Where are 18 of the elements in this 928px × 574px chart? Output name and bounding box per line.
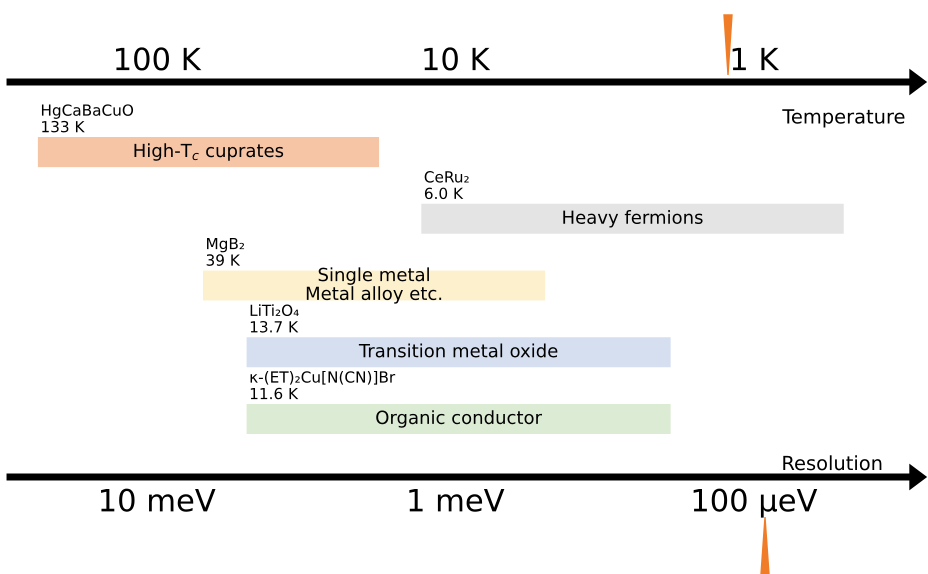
text: 10 meV <box>101 488 216 512</box>
annotation: HgCaBaCuO 133 K <box>42 104 134 132</box>
y-tick-label: Transition metal oxide <box>358 343 558 358</box>
annotation: LiTi₂O₄ 13.7 K <box>250 304 299 333</box>
annotation: MgB₂ 39 K <box>206 238 244 266</box>
y-tick-label: High-T$_{c}$ cuprates <box>134 143 284 161</box>
x-axis-title: Temperature <box>782 109 904 128</box>
x-tick-label: 1 K <box>732 48 780 70</box>
y-tick-label: Single metal Metal alloy etc. <box>306 267 442 304</box>
y-tick-label: Organic conductor <box>376 410 542 428</box>
x2-axis-title: Resolution <box>783 455 882 470</box>
text: 1 meV <box>409 489 504 512</box>
annotation: CeRu₂ 6.0 K <box>424 171 469 200</box>
x-tick-label: 10 K <box>424 47 490 71</box>
annotation: κ-(ET)₂Cu[N(CN)]Br 11.6 K <box>250 370 396 400</box>
y-tick-label: Heavy fermions <box>563 210 703 228</box>
text: 100 μeV <box>694 488 818 518</box>
x-tick-label: 100 K <box>116 47 202 71</box>
